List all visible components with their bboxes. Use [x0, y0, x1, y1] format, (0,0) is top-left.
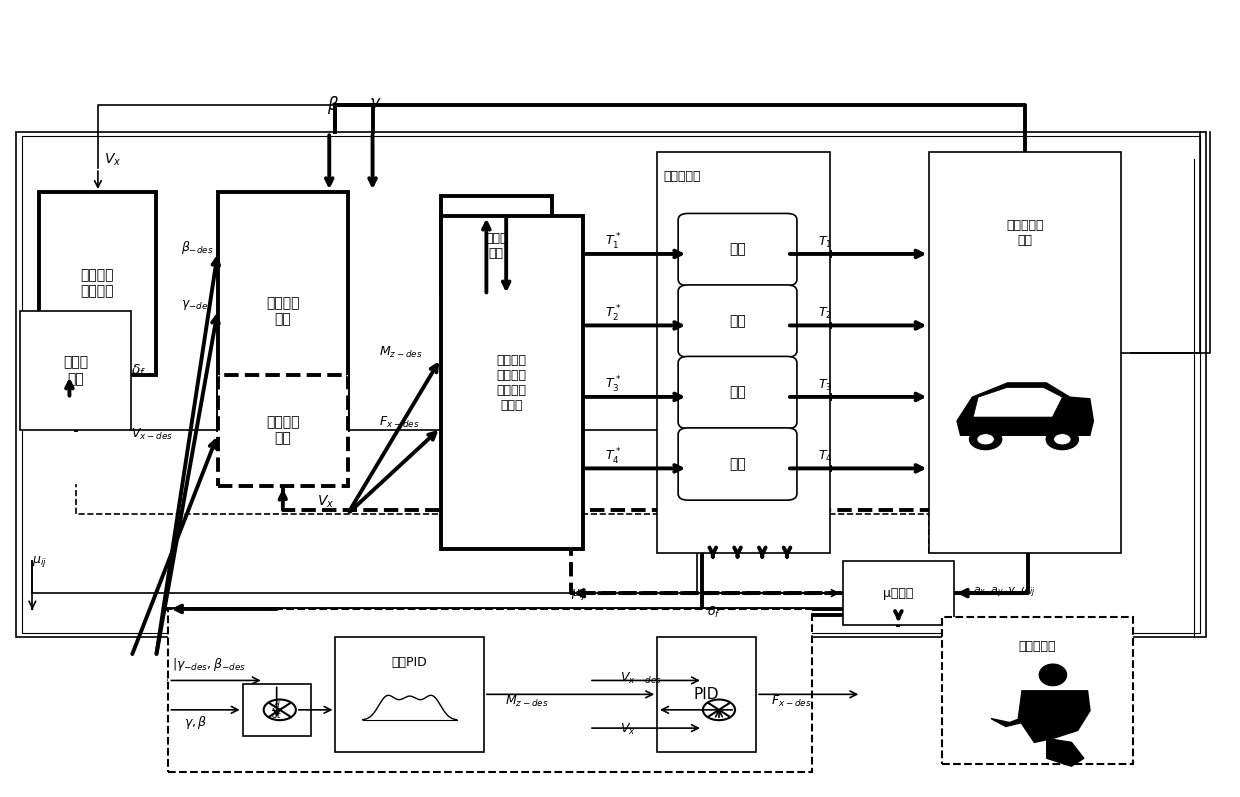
- FancyBboxPatch shape: [678, 356, 797, 429]
- Circle shape: [977, 434, 994, 445]
- Text: $\mu_{ij}$: $\mu_{ij}$: [570, 587, 585, 603]
- Text: $\mu_{ij}$: $\mu_{ij}$: [32, 554, 47, 569]
- Text: $V_{x-des}$: $V_{x-des}$: [131, 426, 174, 442]
- Bar: [657, 152, 831, 553]
- Bar: [440, 196, 552, 295]
- Text: $\delta_f$: $\delta_f$: [131, 363, 146, 379]
- Text: 后左: 后左: [729, 386, 746, 399]
- Bar: [336, 637, 484, 752]
- Text: $|\gamma_{-des}, \beta_{-des}$: $|\gamma_{-des}, \beta_{-des}$: [172, 656, 246, 673]
- Text: $M_{z-des}$: $M_{z-des}$: [505, 694, 548, 709]
- Text: $T_2^*$: $T_2^*$: [605, 304, 621, 324]
- Text: $F_{x-des}$: $F_{x-des}$: [771, 694, 811, 709]
- Text: 速度跟随
控制: 速度跟随 控制: [267, 415, 300, 446]
- Text: $M_{z-des}$: $M_{z-des}$: [378, 345, 422, 360]
- Bar: [218, 192, 347, 430]
- Text: $T_1^*$: $T_1^*$: [605, 232, 621, 252]
- Text: 横摆力矩
控制: 横摆力矩 控制: [267, 296, 300, 326]
- Bar: [929, 152, 1121, 553]
- Text: $\gamma_{-des}$: $\gamma_{-des}$: [181, 298, 213, 312]
- Text: 前左: 前左: [729, 242, 746, 257]
- Text: 二自由度
车辆模型: 二自由度 车辆模型: [81, 269, 114, 298]
- Text: $\delta_f$: $\delta_f$: [707, 606, 720, 621]
- Text: 前右: 前右: [729, 314, 746, 328]
- Text: $T_3^*$: $T_3^*$: [605, 375, 621, 395]
- Bar: [843, 561, 954, 625]
- Text: $\gamma, \beta$: $\gamma, \beta$: [185, 714, 208, 731]
- Text: $\frac{d}{dt}$: $\frac{d}{dt}$: [272, 699, 283, 721]
- Text: 摩擦圆
约束: 摩擦圆 约束: [485, 232, 507, 260]
- Text: 后右: 后右: [729, 457, 746, 471]
- Circle shape: [1054, 434, 1071, 445]
- Text: $V_x$: $V_x$: [317, 493, 335, 510]
- Text: 电机控制器: 电机控制器: [663, 170, 701, 183]
- Text: $T_1$: $T_1$: [818, 234, 832, 249]
- Bar: [243, 685, 311, 736]
- Text: 驾驶员
输出: 驾驶员 输出: [63, 355, 88, 386]
- Polygon shape: [957, 383, 1094, 435]
- Bar: [16, 132, 1207, 637]
- Text: $\beta$: $\beta$: [327, 93, 339, 116]
- Circle shape: [970, 429, 1002, 450]
- Text: $V_x$: $V_x$: [620, 722, 636, 737]
- Text: 驾驶员模型: 驾驶员模型: [1019, 640, 1056, 653]
- FancyBboxPatch shape: [678, 428, 797, 501]
- Text: 双层自适
应节能转
矩优化分
配策略: 双层自适 应节能转 矩优化分 配策略: [497, 354, 527, 411]
- Bar: [169, 609, 812, 771]
- Text: μ估计器: μ估计器: [883, 587, 914, 599]
- Text: $F_{x-des}$: $F_{x-des}$: [378, 414, 419, 430]
- Polygon shape: [1018, 691, 1090, 742]
- Polygon shape: [973, 387, 1063, 417]
- Text: $V_x$: $V_x$: [104, 152, 122, 168]
- Text: $a_x, a_y, \gamma, \omega_{ij}$: $a_x, a_y, \gamma, \omega_{ij}$: [972, 586, 1035, 600]
- Bar: [657, 637, 756, 752]
- Text: $V_{x-des}$: $V_{x-des}$: [620, 670, 662, 685]
- Text: $T_3$: $T_3$: [818, 378, 832, 393]
- Text: $\gamma$: $\gamma$: [368, 96, 382, 114]
- Text: $T_2$: $T_2$: [818, 306, 832, 321]
- Text: $T_4^*$: $T_4^*$: [605, 446, 621, 466]
- Bar: [22, 136, 1200, 633]
- Bar: [20, 311, 131, 430]
- FancyBboxPatch shape: [678, 285, 797, 357]
- Bar: [38, 192, 156, 375]
- Polygon shape: [991, 711, 1040, 727]
- Text: $T_4$: $T_4$: [818, 449, 832, 464]
- Polygon shape: [1047, 739, 1084, 766]
- FancyBboxPatch shape: [678, 214, 797, 285]
- Bar: [440, 216, 583, 549]
- Text: $\beta_{-des}$: $\beta_{-des}$: [181, 239, 213, 256]
- Text: PID: PID: [694, 687, 719, 702]
- Text: 车辆动力学
模型: 车辆动力学 模型: [1007, 218, 1044, 246]
- Bar: [218, 375, 347, 486]
- Text: 模糊PID: 模糊PID: [392, 656, 428, 669]
- Ellipse shape: [1039, 664, 1066, 685]
- Bar: [941, 617, 1133, 764]
- Circle shape: [1047, 429, 1079, 450]
